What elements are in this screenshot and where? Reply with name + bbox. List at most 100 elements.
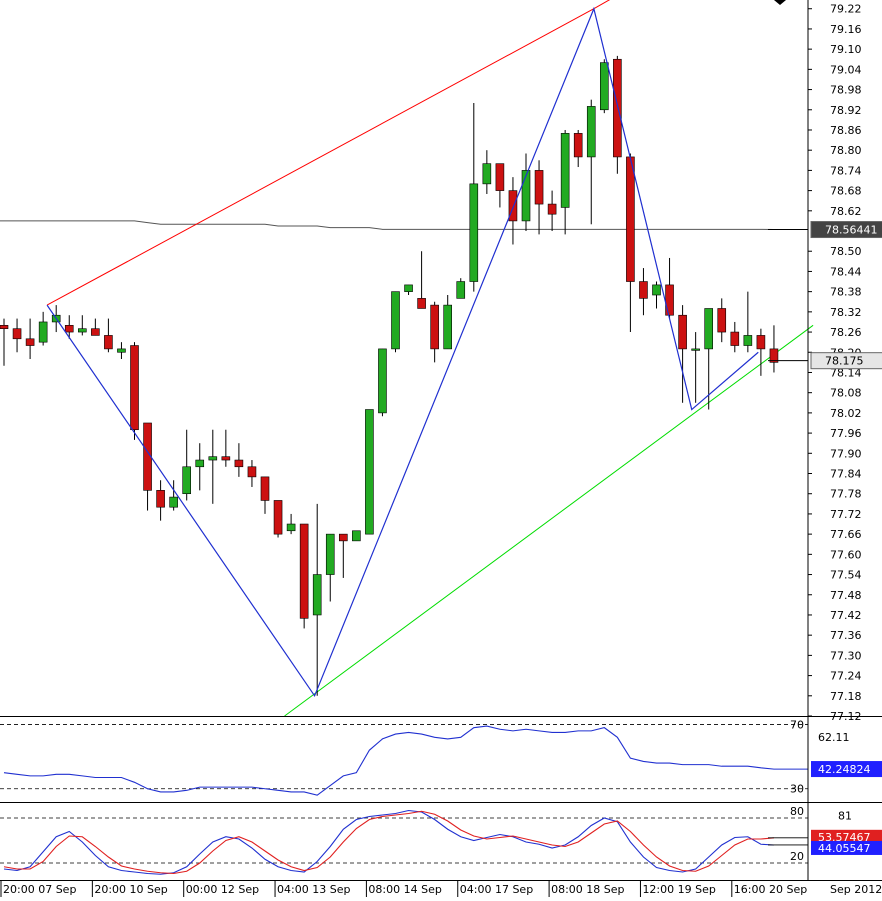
y-tick-label: 78.26 [830,326,862,339]
channel-lower-line [284,324,814,717]
y-tick-label: 77.18 [830,690,862,703]
stoch-line [3,810,775,875]
x-tick-label: 20:00 10 Sep [94,883,167,896]
price-tag-box [810,352,882,370]
x-axis: 20:00 07 Sep 20:00 10 Sep 00:00 12 Sep 04:0… [0,881,882,897]
candle [352,530,361,542]
scroll-marker-icon[interactable] [774,0,786,5]
candle-body [691,348,700,351]
candle [365,409,374,535]
candle-body [704,308,714,350]
candle-body [286,523,296,532]
candle-body [469,183,479,282]
candle [78,315,87,336]
y-tick-label: 77.30 [830,649,862,662]
candle-body [404,284,413,292]
stoch-tick-label: 81 [838,809,852,822]
candle [743,291,753,353]
candle-body [117,348,126,353]
rsi-panel: 70 62.11 30 42.24824 [0,718,882,796]
y-tick-label: 77.60 [830,548,862,561]
candle [652,281,661,309]
candle [221,429,231,467]
candle [599,59,609,114]
y-tick-label: 77.36 [830,629,862,642]
candle-body [325,533,335,575]
candle [38,311,48,346]
candle [234,443,244,477]
candle [704,308,714,410]
x-axis-corner-label: Sep 2012 [830,883,882,896]
y-tick-label: 79.16 [830,23,862,36]
candle [443,295,453,350]
candle-body [130,345,139,431]
rsi-tick-label: 62.11 [818,731,850,744]
candle-body [365,409,374,535]
x-tick-label: 08:00 14 Sep [368,883,441,896]
candle-body [534,170,544,205]
candle-body [756,335,766,350]
candle [404,284,413,296]
candle [195,443,205,491]
candle-body [652,284,661,296]
candle-body [678,314,687,350]
candle-body [234,459,244,468]
candle-body [221,456,231,461]
x-tick-label: 00:00 12 Sep [186,883,259,896]
candle [469,103,479,292]
y-tick-label: 77.96 [830,427,862,440]
x-tick-label: 16:00 20 Sep [734,883,807,896]
candle-body [338,533,348,542]
candle-body [273,500,283,535]
candle [586,99,596,225]
y-tick-label: 77.54 [830,569,862,582]
candle-body [547,203,557,215]
y-tick-label: 78.68 [830,185,862,198]
candle-body [391,291,400,350]
rsi-tick-label: 30 [790,783,804,796]
candle-body [665,284,674,316]
candle-body [91,328,100,336]
candle-body [769,348,779,363]
price-tag-label: 78.175 [825,355,864,368]
zigzag-line [46,6,759,698]
candle [769,325,779,373]
rsi-value-tag [811,761,882,778]
price-tag-box [810,221,882,239]
y-tick-label: 78.38 [830,286,862,299]
candle [312,503,322,696]
candle [182,429,191,501]
y-tick-label: 77.78 [830,488,862,501]
candle-body [38,321,48,343]
candle [521,153,531,232]
candle [247,460,257,487]
candle [626,153,635,333]
price-tag: 78.175 [768,352,882,370]
candle-body [626,156,635,282]
price-panel: 79.22 79.16 79.10 79.04 78.98 78.92 78.86 78.80… [0,0,882,723]
candle [325,533,335,602]
candle-body [78,328,87,333]
candle-body [456,281,466,299]
candle [730,321,740,353]
candle [756,328,766,376]
candle [378,348,387,417]
candle-body [25,338,35,346]
candle [678,305,687,403]
candle-body [482,163,492,185]
candle-body [717,308,727,333]
candle [338,533,348,578]
stoch-value-label: 44.05547 [818,842,871,855]
candle-body [573,133,583,158]
candle-body [495,163,505,191]
candle-body [443,304,453,350]
y-tick-label: 79.04 [830,63,862,76]
y-tick-label: 77.72 [830,508,862,521]
x-tick-label: 12:00 19 Sep [642,883,715,896]
candle-body [560,133,570,208]
candle-body [743,335,753,346]
y-tick-label: 77.42 [830,609,862,622]
y-tick-label: 79.22 [830,3,862,16]
stoch-value-label: 53.57467 [818,831,871,844]
candle [482,150,492,194]
